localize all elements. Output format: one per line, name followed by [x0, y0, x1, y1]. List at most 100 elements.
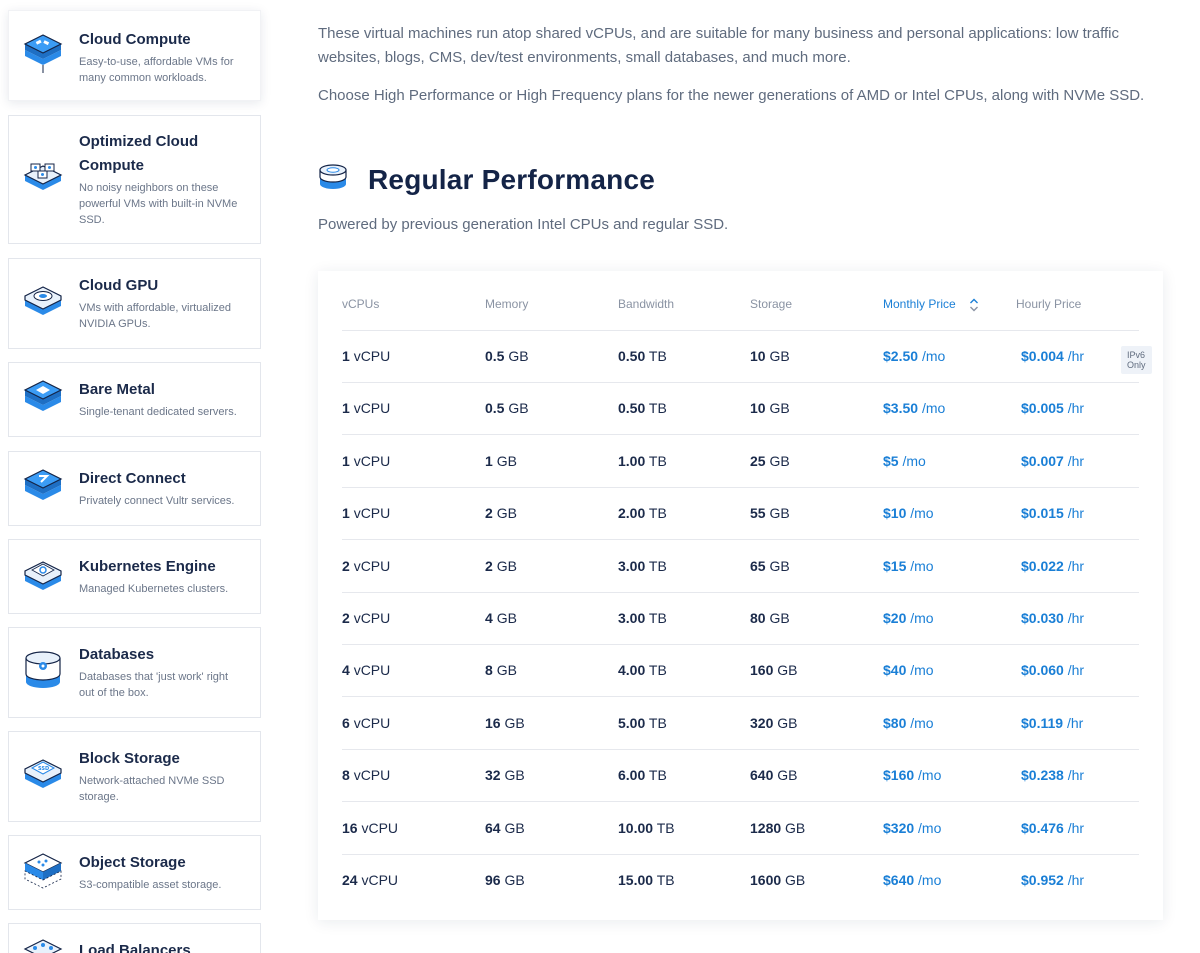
section-subtitle: Powered by previous generation Intel CPU… — [318, 216, 729, 233]
cell-bandwidth: 1.00 TB — [618, 453, 667, 469]
cell-storage-unit: GB — [769, 348, 790, 364]
cell-monthly-price: $2.50 /mo — [883, 348, 945, 364]
sidebar-item-direct-connect[interactable]: Direct Connect Privately connect Vultr s… — [8, 451, 261, 526]
sidebar-item-cloud-gpu[interactable]: Cloud GPU VMs with affordable, virtualiz… — [8, 258, 261, 349]
cell-memory: 0.5 GB — [485, 348, 529, 364]
cell-vcpu-unit: vCPU — [353, 610, 391, 626]
cell-storage: 80 GB — [750, 610, 790, 626]
cell-vcpu: 1 vCPU — [342, 348, 390, 364]
cell-hourly-price: $0.004 /hr — [1021, 348, 1084, 364]
header-memory[interactable]: Memory — [485, 297, 529, 311]
cell-bandwidth-unit: TB — [648, 452, 667, 469]
cell-bandwidth-unit: TB — [648, 348, 667, 364]
cell-storage: 1280 GB — [750, 820, 805, 836]
cell-memory: 2 GB — [485, 558, 517, 574]
table-row[interactable]: 1 vCPU 0.5 GB 0.50 TB 10 GB $2.50 /mo $0.004 … — [342, 331, 1152, 383]
cell-storage-value: 55 — [750, 505, 766, 522]
table-row[interactable]: 8 vCPU 32 GB 6.00 TB 640 GB $160 /mo $0.238 /… — [342, 750, 1139, 803]
cell-storage: 160 GB — [750, 662, 797, 678]
table-row[interactable]: 4 vCPU 8 GB 4.00 TB 160 GB $40 /mo $0.060 /hr — [342, 645, 1139, 698]
load-balancer-icon — [23, 939, 63, 953]
cell-memory-unit: GB — [504, 767, 525, 784]
cell-vcpu: 6 vCPU — [342, 715, 390, 731]
regular-performance-icon — [319, 164, 347, 189]
cell-hourly-price-unit: /hr — [1067, 767, 1085, 784]
cell-hourly-price: $0.119 /hr — [1021, 715, 1083, 731]
cell-hourly-price-unit: /hr — [1067, 557, 1085, 574]
cell-hourly-price-unit: /hr — [1067, 610, 1085, 626]
sort-icon[interactable] — [969, 298, 979, 312]
cell-memory-value: 4 — [485, 610, 493, 626]
cell-hourly-price: $0.238 /hr — [1021, 767, 1084, 783]
cell-bandwidth-value: 0.50 — [618, 400, 646, 417]
cell-storage: 320 GB — [750, 715, 797, 731]
cell-hourly-price-unit: /hr — [1067, 872, 1085, 888]
cell-bandwidth: 3.00 TB — [618, 610, 667, 626]
cell-bandwidth-unit: TB — [648, 400, 667, 417]
cell-vcpu-value: 8 — [342, 767, 350, 784]
cell-storage-unit: GB — [785, 819, 806, 836]
sidebar-item-cloud-compute[interactable]: Cloud Compute Easy-to-use, affordable VM… — [8, 10, 261, 101]
table-row[interactable]: 1 vCPU 0.5 GB 0.50 TB 10 GB $3.50 /mo $0.005 … — [342, 383, 1139, 436]
table-row[interactable]: 24 vCPU 96 GB 15.00 TB 1600 GB $640 /mo $0.95… — [342, 855, 1139, 907]
header-monthly-price[interactable]: Monthly Price — [883, 297, 979, 312]
cell-memory-value: 96 — [485, 872, 501, 888]
cell-hourly-price: $0.005 /hr — [1021, 400, 1084, 416]
table-row[interactable]: 6 vCPU 16 GB 5.00 TB 320 GB $80 /mo $0.119 /h… — [342, 698, 1139, 750]
table-row[interactable]: 2 vCPU 2 GB 3.00 TB 65 GB $15 /mo $0.022 /hr — [342, 541, 1139, 593]
sidebar-item-databases[interactable]: Databases Databases that 'just work' rig… — [8, 627, 261, 718]
cell-vcpu-unit: vCPU — [353, 767, 391, 784]
cell-vcpu-value: 16 — [342, 819, 358, 836]
cell-vcpu: 1 vCPU — [342, 400, 390, 416]
intro-paragraph: These virtual machines run atop shared v… — [318, 25, 1119, 66]
cell-bandwidth-unit: TB — [648, 714, 667, 731]
cell-bandwidth: 5.00 TB — [618, 715, 667, 731]
cell-storage-unit: GB — [769, 557, 790, 574]
sidebar-item-object-storage[interactable]: Object Storage S3-compatible asset stora… — [8, 835, 261, 910]
cell-bandwidth: 6.00 TB — [618, 767, 667, 783]
cell-hourly-price-value: $0.476 — [1021, 819, 1064, 836]
cell-monthly-price: $10 /mo — [883, 505, 934, 521]
cell-monthly-price-value: $5 — [883, 452, 899, 469]
sidebar-item-title: Cloud Compute — [79, 31, 191, 48]
cell-memory: 96 GB — [485, 872, 525, 888]
table-row[interactable]: 16 vCPU 64 GB 10.00 TB 1280 GB $320 /mo $0.47… — [342, 803, 1139, 855]
cell-hourly-price-unit: /hr — [1067, 400, 1085, 417]
table-row[interactable]: 2 vCPU 4 GB 3.00 TB 80 GB $20 /mo $0.030 /hr — [342, 593, 1139, 645]
cell-hourly-price-value: $0.952 — [1021, 872, 1064, 888]
direct-connect-icon — [23, 469, 63, 500]
cell-bandwidth-unit: TB — [648, 662, 667, 679]
sidebar-item-kubernetes-engine[interactable]: Kubernetes Engine Managed Kubernetes clu… — [8, 539, 261, 614]
header-bandwidth[interactable]: Bandwidth — [618, 297, 675, 311]
cell-monthly-price: $160 /mo — [883, 767, 941, 783]
cell-storage: 55 GB — [750, 505, 790, 521]
cell-monthly-price-value: $20 — [883, 610, 907, 626]
cell-storage-value: 10 — [750, 348, 766, 364]
cell-monthly-price: $15 /mo — [883, 558, 934, 574]
table-row[interactable]: 1 vCPU 1 GB 1.00 TB 25 GB $5 /mo $0.007 /hr — [342, 436, 1139, 488]
cell-memory-value: 32 — [485, 767, 501, 784]
cell-vcpu: 24 vCPU — [342, 872, 398, 888]
cell-memory-unit: GB — [508, 400, 529, 417]
cell-bandwidth-value: 2.00 — [618, 505, 646, 522]
cell-monthly-price-unit: /mo — [910, 505, 934, 522]
cell-vcpu-value: 1 — [342, 505, 350, 522]
section-header: Regular Performance — [318, 160, 655, 200]
cell-bandwidth-unit: TB — [648, 505, 667, 522]
cell-monthly-price-value: $15 — [883, 557, 907, 574]
header-storage[interactable]: Storage — [750, 297, 793, 311]
sidebar-item-optimized-cloud-compute[interactable]: Optimized Cloud Compute No noisy neighbo… — [8, 115, 261, 244]
sidebar-item-desc: VMs with affordable, virtualized NVIDIA … — [79, 302, 232, 330]
cell-hourly-price-value: $0.060 — [1021, 662, 1064, 679]
cell-hourly-price-unit: /hr — [1066, 714, 1084, 731]
header-hourly-price[interactable]: Hourly Price — [1016, 297, 1082, 311]
sidebar-item-load-balancers[interactable]: Load Balancers — [8, 923, 261, 953]
table-row[interactable]: 1 vCPU 2 GB 2.00 TB 55 GB $10 /mo $0.015 /hr — [342, 488, 1139, 541]
cell-monthly-price-value: $3.50 — [883, 400, 919, 417]
header-vcpus[interactable]: vCPUs — [342, 297, 380, 311]
cell-memory-unit: GB — [504, 819, 525, 836]
cell-monthly-price: $320 /mo — [883, 820, 941, 836]
cell-memory-unit: GB — [496, 505, 517, 522]
sidebar-item-bare-metal[interactable]: Bare Metal Single-tenant dedicated serve… — [8, 362, 261, 437]
sidebar-item-block-storage[interactable]: SSD Block Storage Network-attached NVMe … — [8, 731, 261, 822]
